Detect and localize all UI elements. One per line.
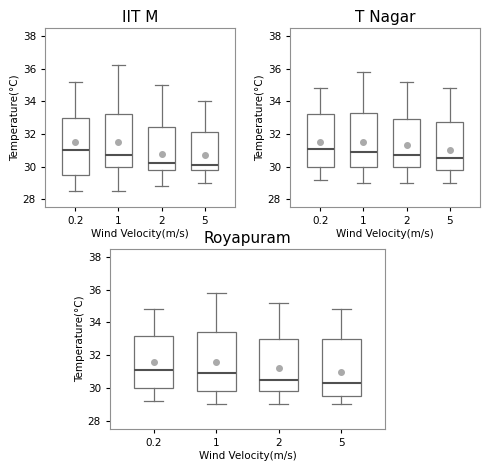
Title: IIT M: IIT M bbox=[122, 10, 158, 25]
PathPatch shape bbox=[148, 127, 175, 170]
PathPatch shape bbox=[134, 336, 173, 388]
Y-axis label: Temperature(°C): Temperature(°C) bbox=[10, 74, 20, 161]
X-axis label: Wind Velocity(m/s): Wind Velocity(m/s) bbox=[198, 450, 296, 461]
PathPatch shape bbox=[322, 339, 360, 396]
PathPatch shape bbox=[393, 119, 420, 166]
Y-axis label: Temperature(°C): Temperature(°C) bbox=[255, 74, 265, 161]
PathPatch shape bbox=[62, 118, 88, 175]
X-axis label: Wind Velocity(m/s): Wind Velocity(m/s) bbox=[91, 229, 189, 239]
PathPatch shape bbox=[436, 123, 463, 170]
X-axis label: Wind Velocity(m/s): Wind Velocity(m/s) bbox=[336, 229, 434, 239]
PathPatch shape bbox=[260, 339, 298, 391]
PathPatch shape bbox=[105, 114, 132, 166]
PathPatch shape bbox=[192, 132, 218, 170]
PathPatch shape bbox=[307, 114, 334, 166]
PathPatch shape bbox=[350, 112, 377, 166]
Title: Royapuram: Royapuram bbox=[204, 231, 292, 246]
Y-axis label: Temperature(°C): Temperature(°C) bbox=[75, 296, 85, 382]
Title: T Nagar: T Nagar bbox=[355, 10, 415, 25]
PathPatch shape bbox=[197, 332, 235, 391]
